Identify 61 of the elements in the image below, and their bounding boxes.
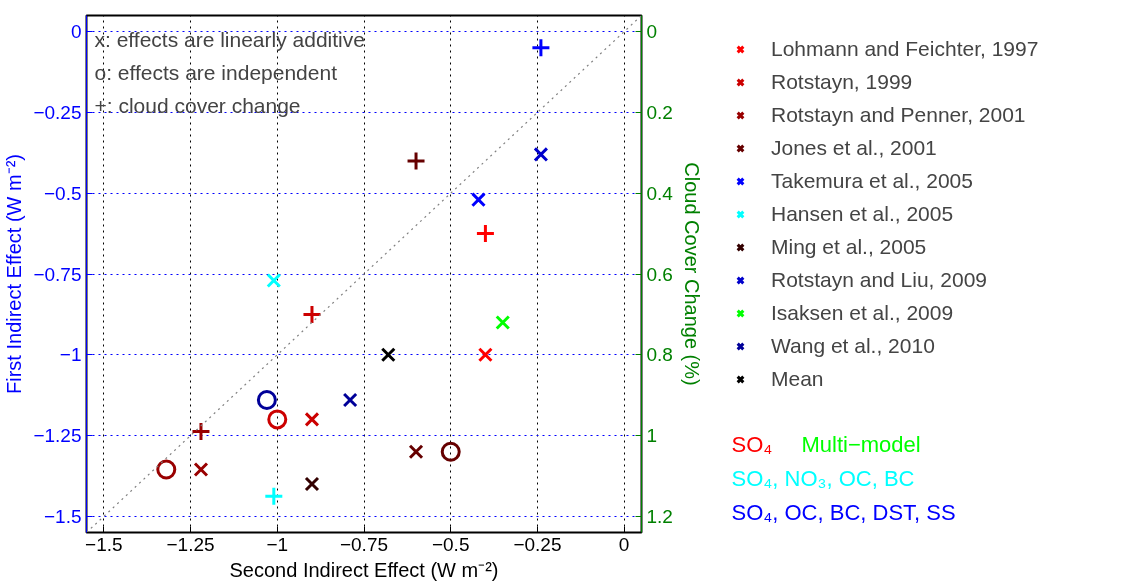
point [263,486,284,507]
point [475,223,496,244]
y2-tick-label: 0 [646,21,658,43]
annotation: o: effects are independent [94,60,338,84]
x-tick-label: −0.75 [339,533,389,555]
point [477,347,493,363]
point [408,444,424,460]
point [193,461,209,477]
legend-label: Jones et al., 2001 [771,135,937,161]
y-axis-title: First Indirect Effect (W m⁻²) [3,154,26,394]
y2-tick-label: 0.4 [646,182,674,204]
text: SO₄, OC, BC, DST, SS [731,500,956,525]
x-tick-label: 0 [618,533,630,555]
legend-label: Lohmann and Feichter, 1997 [771,36,1039,62]
legend-label: Wang et al., 2010 [771,333,935,359]
y2-tick-label: 1.2 [646,505,673,527]
y-tick-label: −0.5 [43,182,82,204]
y2-tick-label: 0.8 [646,344,673,366]
y-tick-label: −0.75 [33,263,82,285]
text: SO₄ [731,432,773,457]
y-tick-label: −1.5 [43,505,82,527]
x-tick-label: −1 [266,533,289,555]
point [256,390,277,410]
x-tick-label: −1.25 [166,533,215,555]
point [342,392,358,408]
point [406,150,427,171]
point [267,409,288,430]
point [533,146,549,162]
y-tick-label: −1.25 [33,425,82,447]
x-axis-title: Second Indirect Effect (W m⁻²) [229,558,499,581]
x-tick-label: −0.5 [431,533,470,555]
legend-label: Rotstayn, 1999 [771,69,913,95]
legend-label: Ming et al., 2005 [771,234,927,260]
x-tick-label: −1.5 [85,533,123,555]
point [304,411,320,427]
legend-label: Takemura et al., 2005 [771,168,973,194]
point [304,476,320,492]
y2-tick-label: 0.6 [646,263,673,285]
y-tick-label: −0.25 [33,101,82,123]
point [530,37,551,58]
legend-label: Mean [771,366,824,392]
legend-label: Rotstayn and Penner, 2001 [771,102,1026,128]
y2-axis-title: Cloud Cover Change (%) [680,162,703,386]
point [495,314,511,330]
text: Multi−model [801,432,921,457]
annotation: x: effects are linearly additive [94,27,365,51]
y2-tick-label: 0.2 [646,101,673,123]
point [266,272,282,288]
legend-label: Rotstayn and Liu, 2009 [771,267,987,293]
legend-label: Isaksen et al., 2009 [771,300,954,326]
y-tick-label: 0 [70,21,82,43]
x-tick-label: −0.25 [513,533,562,555]
text: SO₄, NO₃, OC, BC [731,466,915,491]
y-tick-label: −1 [59,344,82,366]
point [470,192,486,208]
annotation: +: cloud cover change [94,93,301,117]
point [156,459,177,480]
legend-label: Hansen et al., 2005 [771,201,954,227]
y2-tick-label: 1 [646,425,658,447]
point [440,441,461,462]
point [380,347,396,363]
